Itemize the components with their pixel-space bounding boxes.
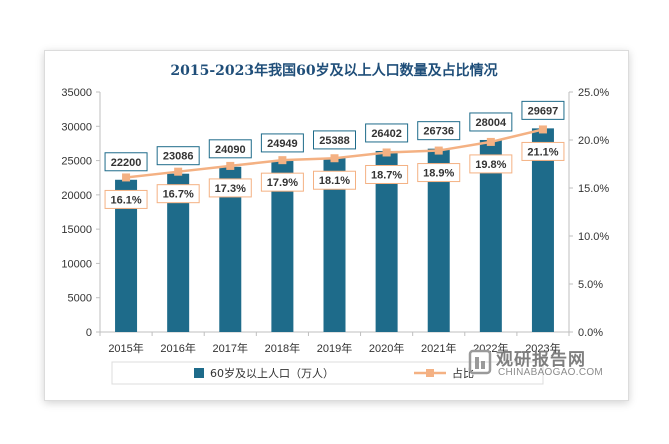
- bar-2021: [427, 148, 450, 332]
- watermark-url: CHINABAOGAO.COM: [498, 367, 604, 378]
- ratio-marker-2021: [434, 146, 443, 155]
- ratio-value-label: 18.7%: [371, 169, 402, 181]
- x-tick-label: 2019年: [317, 341, 352, 355]
- bar-2016: [167, 173, 190, 332]
- left-tick-label: 30000: [61, 121, 92, 133]
- legend-bar-swatch: [194, 368, 204, 378]
- right-tick-label: 25.0%: [578, 87, 609, 99]
- bar-value-label-box: [469, 112, 513, 132]
- x-tick-label: 2021年: [421, 341, 456, 355]
- ratio-value-label: 16.1%: [110, 194, 141, 206]
- watermark-title: 观研报告网: [496, 350, 586, 370]
- ratio-marker-2015: [122, 173, 131, 182]
- bar-value-label-box: [417, 121, 461, 141]
- x-tick-label: 2018年: [265, 341, 300, 355]
- ratio-marker-2016: [174, 167, 183, 176]
- right-tick-label: 5.0%: [578, 279, 603, 291]
- ratio-value-label: 17.9%: [267, 177, 298, 189]
- legend-line-label: 占比: [452, 366, 474, 380]
- ratio-value-label-box: [417, 163, 461, 183]
- watermark-logo-icon: [468, 349, 492, 375]
- bar-2015: [115, 179, 138, 332]
- bar-value-label-box: [156, 146, 200, 166]
- x-tick-label: 2016年: [160, 341, 195, 355]
- bar-2019: [323, 157, 346, 332]
- bar-value-label-box: [521, 100, 565, 120]
- ratio-value-label-box: [260, 172, 304, 192]
- x-tick-label: 2015年: [108, 341, 143, 355]
- chart-title: 2015-2023年我国60岁及以上人口数量及占比情况: [170, 62, 497, 79]
- left-tick-label: 0: [86, 327, 92, 339]
- ratio-value-label-box: [469, 154, 513, 174]
- ratio-value-label: 18.9%: [423, 168, 454, 180]
- legend-bar-label: 60岁及以上人口（万人）: [210, 366, 334, 380]
- bar-value-label: 24090: [215, 144, 246, 156]
- ratio-value-label: 21.1%: [527, 146, 558, 158]
- bar-value-label-box: [260, 133, 304, 153]
- legend-box: [111, 361, 544, 385]
- ratio-value-label-box: [104, 189, 148, 209]
- ratio-marker-2022: [486, 137, 495, 146]
- ratio-value-label: 17.3%: [215, 183, 246, 195]
- bar-2017: [219, 166, 242, 332]
- left-tick-label: 25000: [61, 156, 92, 168]
- bar-value-label: 26736: [423, 126, 454, 138]
- ratio-value-label: 19.8%: [475, 159, 506, 171]
- bar-value-label: 22200: [111, 157, 142, 169]
- ratio-value-label-box: [521, 141, 565, 161]
- left-tick-label: 20000: [61, 190, 92, 202]
- left-tick-label: 5000: [68, 293, 92, 305]
- bar-value-label-box: [104, 152, 148, 172]
- ratio-value-label-box: [365, 164, 409, 184]
- ratio-marker-2019: [330, 154, 339, 163]
- ratio-marker-2020: [382, 148, 391, 157]
- bar-value-label: 28004: [476, 117, 507, 129]
- ratio-marker-2018: [278, 156, 287, 165]
- ratio-marker-2023: [538, 125, 547, 134]
- bar-value-label-box: [313, 130, 356, 150]
- ratio-value-label-box: [156, 184, 200, 204]
- bar-2020: [375, 150, 398, 332]
- bar-2023: [531, 128, 554, 332]
- ratio-value-label: 16.7%: [163, 189, 194, 201]
- ratio-value-label-box: [208, 178, 252, 198]
- right-tick-label: 15.0%: [578, 183, 609, 195]
- bar-value-label: 23086: [163, 151, 194, 163]
- left-tick-label: 10000: [61, 258, 92, 270]
- bar-value-label-box: [365, 123, 409, 143]
- legend-marker-swatch: [426, 369, 434, 377]
- right-tick-label: 0.0%: [578, 327, 603, 339]
- right-tick-label: 10.0%: [578, 231, 609, 243]
- bar-2018: [271, 160, 294, 332]
- x-tick-label: 2017年: [213, 341, 248, 355]
- bar-value-label: 25388: [319, 135, 350, 147]
- bar-value-label-box: [208, 139, 252, 159]
- x-tick-label: 2020年: [369, 341, 404, 355]
- ratio-marker-2017: [226, 161, 235, 170]
- bar-2022: [479, 139, 502, 332]
- bar-value-label: 24949: [267, 138, 298, 150]
- x-tick-label: 2023年: [525, 341, 560, 355]
- bar-value-label: 26402: [371, 128, 402, 140]
- bar-value-label: 29697: [528, 105, 559, 117]
- left-tick-label: 15000: [61, 224, 92, 236]
- right-tick-label: 20.0%: [578, 135, 609, 147]
- left-tick-label: 35000: [61, 87, 92, 99]
- ratio-value-label: 18.1%: [319, 175, 350, 187]
- watermark: 观研报告网 CHINABAOGAO.COM: [468, 345, 618, 385]
- ratio-value-label-box: [313, 170, 356, 190]
